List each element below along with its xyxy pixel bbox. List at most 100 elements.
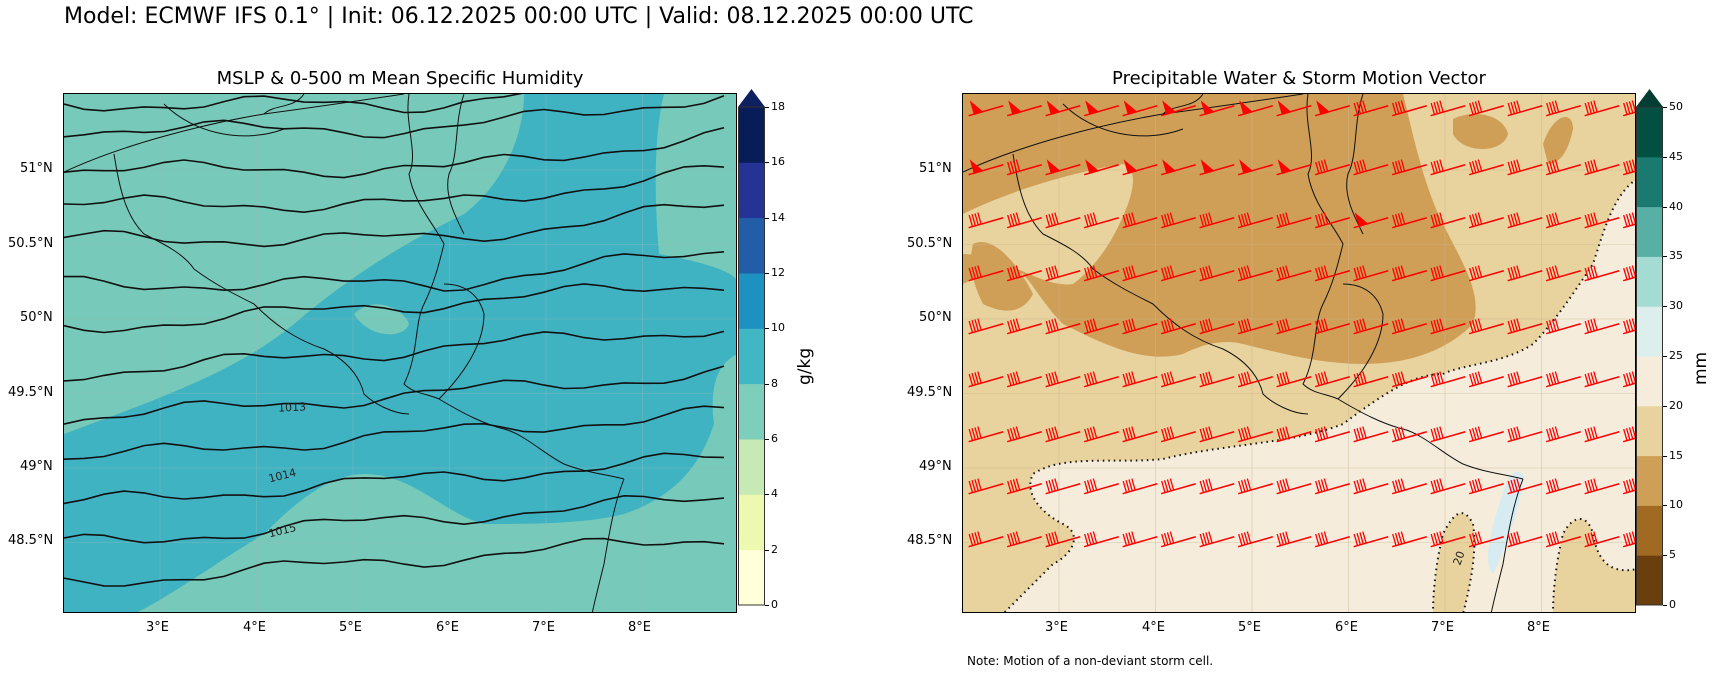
wind-barb [1391, 478, 1427, 495]
wind-barb [1006, 100, 1042, 117]
isobar-label-1013: 1013 [278, 400, 307, 414]
wind-barb [1314, 371, 1350, 388]
wind-barb [1391, 265, 1427, 282]
wind-barb [1122, 371, 1158, 388]
colorbar-tick-mark [765, 162, 769, 164]
wind-barb [1507, 265, 1543, 282]
lon-label-5: 5°E [1238, 620, 1261, 635]
footnote: Note: Motion of a non-deviant storm cell… [967, 654, 1214, 668]
lat-label-50-5: 50.5°N [8, 236, 54, 251]
wind-barb [1353, 478, 1389, 495]
wind-barb [1314, 212, 1350, 229]
right-panel-title: Precipitable Water & Storm Motion Vector [1112, 68, 1486, 89]
wind-barb [1430, 100, 1466, 117]
colorbar-tick-label: 10 [1669, 498, 1683, 512]
colorbar-tick-mark [765, 328, 769, 330]
colorbar-tick-mark [765, 494, 769, 496]
wind-barb [1430, 478, 1466, 495]
colorbar-swatch [1636, 256, 1663, 307]
wind-barb [1584, 426, 1620, 443]
isobar [64, 94, 725, 139]
wind-barb [1083, 265, 1119, 282]
colorbar-swatch [1636, 206, 1663, 257]
wind-barb [1045, 212, 1081, 229]
wind-barb [1430, 159, 1466, 176]
wind-barb [968, 159, 1004, 176]
wind-barb [1622, 531, 1635, 548]
lat-label-48-5: 48.5°N [907, 533, 953, 548]
wind-barb [1122, 100, 1158, 117]
wind-barb [1160, 212, 1196, 229]
wind-barb [1276, 531, 1312, 548]
colorbar-extend-arrow [1636, 89, 1663, 107]
wind-barb [1391, 212, 1427, 229]
wind-barb [968, 100, 1004, 117]
wind-barb [1468, 318, 1504, 335]
wind-barb [1584, 100, 1620, 117]
wind-barb [1199, 318, 1235, 335]
wind-barb [1430, 426, 1466, 443]
colorbar-swatch [738, 217, 765, 274]
wind-barb [1083, 100, 1119, 117]
wind-barb [1045, 426, 1081, 443]
wind-barb [1006, 371, 1042, 388]
wind-barb [968, 318, 1004, 335]
wind-barb [1507, 318, 1543, 335]
wind-barb [1237, 531, 1273, 548]
lon-label-3: 3°E [146, 620, 169, 635]
wind-barb [1276, 212, 1312, 229]
wind-barb [1468, 531, 1504, 548]
wind-barb [1199, 100, 1235, 117]
wind-barb [1237, 265, 1273, 282]
pw-light-region [1005, 180, 1635, 612]
colorbar-tick-mark [1663, 505, 1667, 507]
wind-barb [1122, 318, 1158, 335]
pw-mid-patch [963, 164, 1133, 285]
wind-barb [1199, 265, 1235, 282]
wind-barb [1468, 371, 1504, 388]
wind-barb [1276, 265, 1312, 282]
colorbar-swatch [1636, 356, 1663, 407]
lat-label-48-5: 48.5°N [8, 533, 54, 548]
humidity-colorbar-swatches [738, 89, 765, 606]
colorbar-tick-label: 45 [1669, 149, 1683, 163]
wind-barb [1545, 371, 1581, 388]
wind-barb [1391, 371, 1427, 388]
wind-barb [1122, 531, 1158, 548]
wind-barb [1468, 212, 1504, 229]
pw-dark-patch [1543, 117, 1573, 164]
wind-barb [1083, 531, 1119, 548]
colorbar-tick-label: 50 [1669, 100, 1683, 113]
lon-label-4: 4°E [1142, 620, 1165, 635]
colorbar-tick-mark [1663, 356, 1667, 357]
pw-colorbar-swatches [1636, 89, 1663, 606]
pw-contour-label-20: 20 [1451, 549, 1468, 567]
wind-barb [1584, 159, 1620, 176]
wind-barb [1507, 159, 1543, 176]
lon-label-4: 4°E [243, 620, 266, 635]
humidity-low-patch [674, 206, 736, 269]
pw-dark-patch [1453, 114, 1508, 149]
wind-barb [1276, 159, 1312, 176]
colorbar-swatch [1636, 455, 1663, 506]
wind-barb [1391, 531, 1427, 548]
colorbar-tick-label: 30 [1669, 299, 1683, 313]
storm-motion-barbs [968, 100, 1635, 548]
wind-barb [1468, 478, 1504, 495]
wind-barb [1083, 212, 1119, 229]
wind-barb [1045, 478, 1081, 495]
wind-barb [1468, 159, 1504, 176]
wind-barb [1545, 531, 1581, 548]
colorbar-tick-mark [765, 217, 769, 219]
wind-barb [1353, 159, 1389, 176]
wind-barb [1045, 159, 1081, 176]
lon-label-5: 5°E [339, 620, 362, 635]
colorbar-tick-label: 35 [1669, 249, 1683, 263]
wind-barb [1006, 531, 1042, 548]
colorbar-tick-label: 20 [1669, 398, 1683, 412]
wind-barb [1545, 159, 1581, 176]
colorbar-tick-mark [1663, 256, 1667, 258]
wind-barb [1160, 265, 1196, 282]
wind-barb [1391, 159, 1427, 176]
pw-dark-patch [971, 242, 1033, 311]
